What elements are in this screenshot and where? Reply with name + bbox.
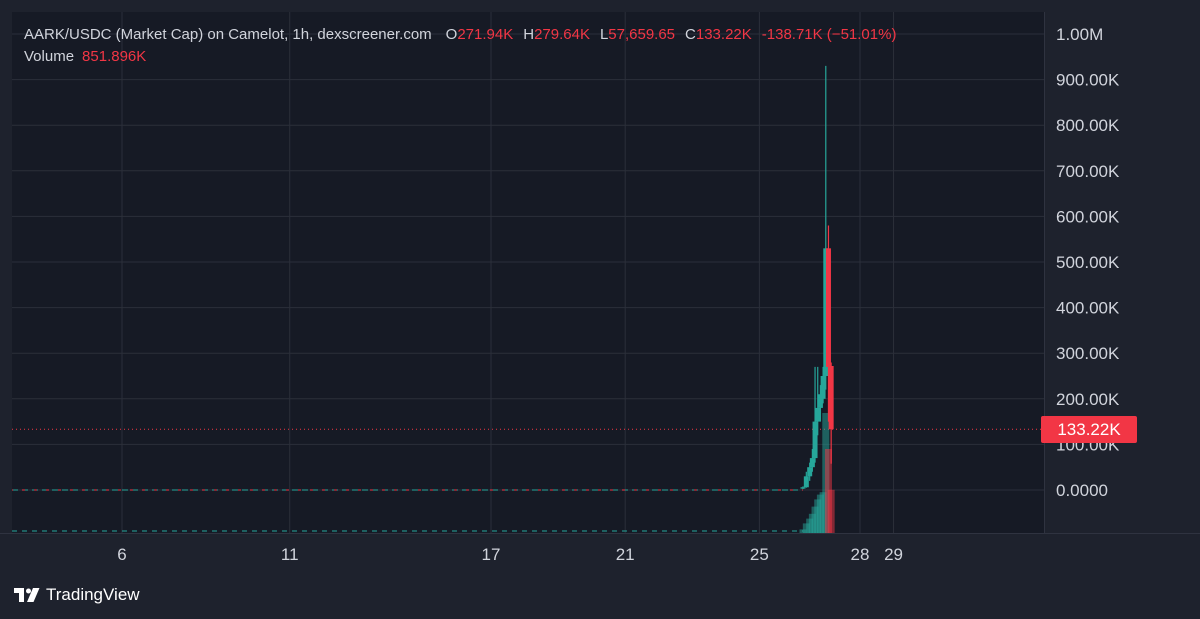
- x-tick-label: 25: [750, 545, 769, 564]
- legend: AARK/USDC (Market Cap) on Camelot, 1h, d…: [24, 24, 896, 68]
- candle-body: [825, 248, 831, 367]
- y-tick-label: 200.00K: [1056, 390, 1120, 409]
- y-tick-label: 600.00K: [1056, 207, 1120, 226]
- y-tick-label: 900.00K: [1056, 71, 1120, 90]
- legend-low-label: L: [599, 26, 609, 43]
- volume-bar: [827, 489, 835, 533]
- legend-volume-value: 851.896K: [82, 48, 147, 65]
- legend-low-value: 57,659.65: [608, 26, 676, 43]
- y-tick-label: 0.0000: [1056, 481, 1108, 500]
- legend-change-value: -138.71K (−51.01%): [761, 26, 897, 43]
- candle-body: [809, 458, 815, 468]
- candle-body: [823, 248, 829, 376]
- legend-volume-label: Volume: [24, 48, 75, 65]
- tradingview-brand[interactable]: TradingView: [14, 585, 140, 605]
- legend-open-label: O: [445, 26, 458, 43]
- tradingview-logo-icon: [14, 588, 40, 602]
- candle-body: [820, 376, 826, 399]
- legend-title: AARK/USDC (Market Cap) on Camelot, 1h, d…: [24, 26, 432, 43]
- y-tick-label: 700.00K: [1056, 162, 1120, 181]
- x-tick-label: 29: [884, 545, 903, 564]
- candle-body: [817, 394, 823, 408]
- x-tick-label: 21: [616, 545, 635, 564]
- candle-body: [828, 365, 834, 430]
- y-tick-label: 800.00K: [1056, 116, 1120, 135]
- candle-body: [812, 421, 818, 459]
- tradingview-brand-label: TradingView: [46, 585, 140, 604]
- candle-body: [807, 467, 813, 477]
- y-tick-label: 400.00K: [1056, 299, 1120, 318]
- y-tick-label: 500.00K: [1056, 253, 1120, 272]
- plot-area: [12, 12, 1044, 533]
- candle-body: [800, 487, 806, 489]
- legend-ohlc-row: AARK/USDC (Market Cap) on Camelot, 1h, d…: [24, 24, 896, 46]
- y-tick-label: 300.00K: [1056, 344, 1120, 363]
- y-tick-label: 1.00M: [1056, 25, 1103, 44]
- legend-high-label: H: [523, 26, 535, 43]
- legend-close-value: 133.22K: [695, 26, 752, 43]
- candle-body: [815, 407, 821, 422]
- legend-volume-row: Volume 851.896K: [24, 46, 896, 68]
- candle-body: [803, 476, 809, 488]
- x-tick-label: 17: [482, 545, 501, 564]
- time-axis-border: [0, 533, 1200, 534]
- legend-close-label: C: [685, 26, 696, 43]
- legend-open-value: 271.94K: [457, 26, 514, 43]
- price-axis-border: [1044, 12, 1045, 533]
- x-tick-label: 6: [117, 545, 126, 564]
- x-tick-label: 28: [851, 545, 870, 564]
- legend-high-value: 279.64K: [534, 26, 590, 43]
- last-price-badge: 133.22K: [1041, 416, 1137, 443]
- x-tick-label: 11: [281, 545, 299, 564]
